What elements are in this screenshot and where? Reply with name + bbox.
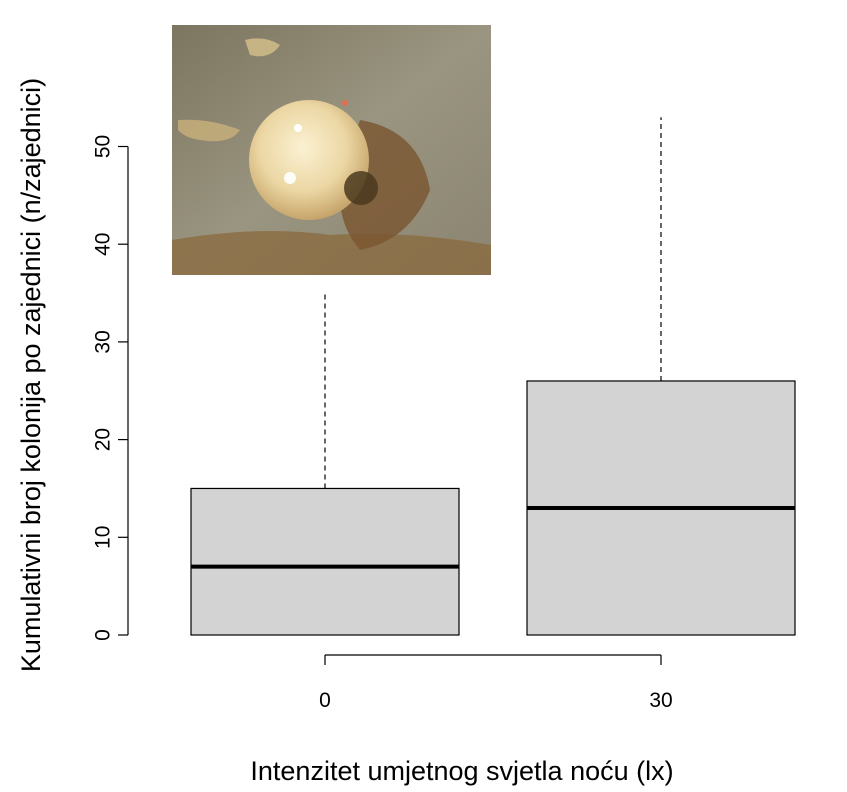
y-tick-label: 10 <box>92 526 115 549</box>
y-tick-label: 30 <box>92 330 115 353</box>
y-tick-label: 40 <box>92 233 115 256</box>
x-axis: 0 30 <box>319 654 673 712</box>
x-tick-label: 30 <box>649 689 672 712</box>
y-tick-label: 20 <box>92 428 115 451</box>
y-tick-label: 0 <box>92 629 115 641</box>
y-axis: 0 10 20 30 40 50 <box>92 135 129 641</box>
y-tick-label: 50 <box>92 135 115 158</box>
x-axis-title: Intenzitet umjetnog svjetla noću (lx) <box>250 756 673 786</box>
inset-photo <box>172 25 491 275</box>
box-body <box>190 487 460 636</box>
x-tick-label: 0 <box>319 689 331 712</box>
boxes <box>190 117 796 636</box>
y-axis-title: Kumulativni broj kolonija po zajednici (… <box>16 78 46 672</box>
